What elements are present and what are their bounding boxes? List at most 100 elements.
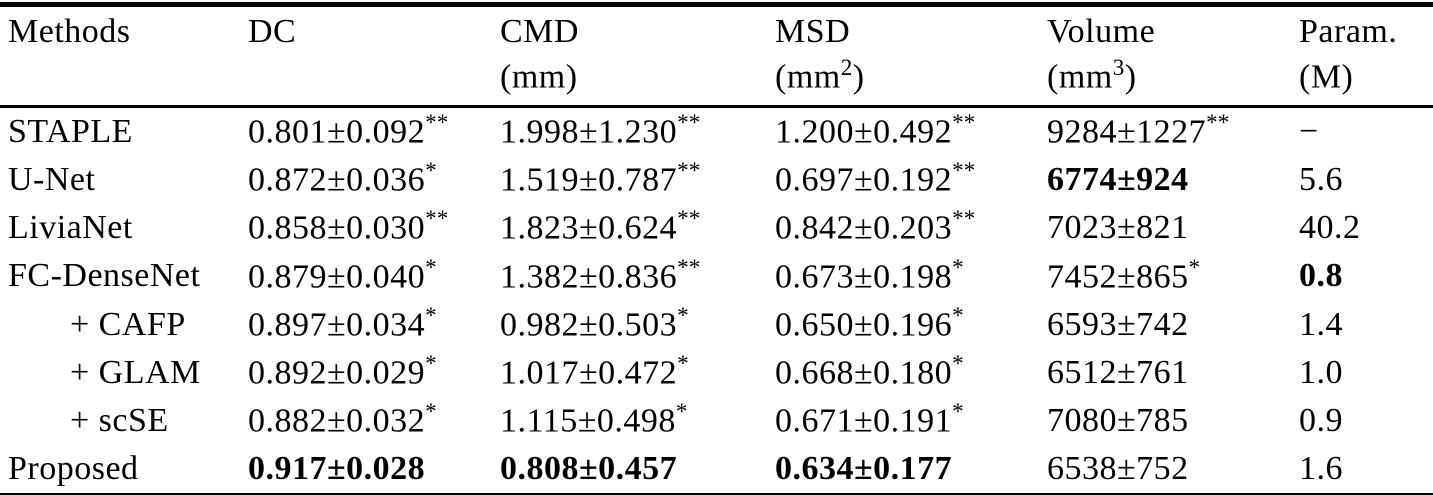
col-unit xyxy=(248,54,500,97)
metric-value: 40.2 xyxy=(1299,209,1361,247)
significance-marker: * xyxy=(425,302,437,329)
method-cell: + scSE xyxy=(70,402,169,440)
value-cell: 7080±785 xyxy=(1047,397,1299,445)
col-header-cmd: CMD (mm) xyxy=(500,5,775,107)
col-label: Param. xyxy=(1299,13,1398,50)
value-cell: 7023±821 xyxy=(1047,204,1299,252)
metric-value: 0.842±0.203 xyxy=(775,209,953,247)
value-cell: 0.808±0.457 xyxy=(500,446,775,495)
col-unit: (M) xyxy=(1299,58,1354,96)
method-cell: STAPLE xyxy=(8,112,133,150)
value-cell: 1.6 xyxy=(1299,446,1433,495)
significance-marker: * xyxy=(1188,254,1201,281)
metric-value: 1.998±1.230 xyxy=(500,113,678,151)
value-cell: 1.382±0.836** xyxy=(500,253,775,301)
col-unit xyxy=(8,54,248,97)
metric-value: 6593±742 xyxy=(1047,305,1189,343)
method-cell: Proposed xyxy=(8,449,139,487)
table-row: FC-DenseNet 0.879±0.040* 1.382±0.836** 0.67… xyxy=(0,253,1433,301)
col-label: MSD xyxy=(775,13,851,50)
col-label: Volume xyxy=(1047,13,1156,50)
value-cell: 0.8 xyxy=(1299,253,1433,301)
significance-marker: * xyxy=(677,302,689,329)
table-row: U-Net 0.872±0.036* 1.519±0.787** 0.697±0.19… xyxy=(0,156,1433,204)
value-cell: 6512±761 xyxy=(1047,349,1299,397)
method-cell: U-Net xyxy=(8,160,96,198)
metric-value: 0.8 xyxy=(1299,257,1343,295)
value-cell: 1.4 xyxy=(1299,301,1433,349)
value-cell: 9284±1227** xyxy=(1047,106,1299,156)
value-cell: 1.823±0.624** xyxy=(500,204,775,252)
significance-marker: ** xyxy=(952,158,976,185)
value-cell: 40.2 xyxy=(1299,204,1433,252)
metric-value: 0.982±0.503 xyxy=(500,306,678,344)
value-cell: 0.879±0.040* xyxy=(248,253,500,301)
metric-value: 0.9 xyxy=(1299,402,1343,440)
value-cell: 1.017±0.472* xyxy=(500,349,775,397)
significance-marker: ** xyxy=(952,206,976,233)
metric-value: 0.668±0.180 xyxy=(775,354,953,392)
col-label: DC xyxy=(248,13,297,50)
metric-value: 0.634±0.177 xyxy=(775,449,953,487)
col-header-dc: DC xyxy=(248,5,500,107)
metric-value: 1.115±0.498 xyxy=(500,402,676,440)
value-cell: 6774±924 xyxy=(1047,156,1299,204)
value-cell: 6593±742 xyxy=(1047,301,1299,349)
metric-value: 5.6 xyxy=(1299,160,1343,198)
header-row: Methods DC CMD (mm) MSD (mm2) Volume xyxy=(0,5,1433,107)
table-row: + scSE 0.882±0.032* 1.115±0.498* 0.671±0.19… xyxy=(0,397,1433,445)
significance-marker: ** xyxy=(425,206,449,233)
table-header: Methods DC CMD (mm) MSD (mm2) Volume xyxy=(0,5,1433,107)
significance-marker: * xyxy=(425,158,437,185)
value-cell: 1.519±0.787** xyxy=(500,156,775,204)
metric-value: 0.673±0.198 xyxy=(775,258,953,296)
method-cell: + CAFP xyxy=(70,305,186,343)
value-cell: 1.115±0.498* xyxy=(500,397,775,445)
value-cell: 7452±865* xyxy=(1047,253,1299,301)
metric-value: 0.882±0.032 xyxy=(248,402,426,440)
col-header-msd: MSD (mm2) xyxy=(775,5,1047,107)
significance-marker: ** xyxy=(425,109,449,136)
metric-value: 0.697±0.192 xyxy=(775,161,953,199)
metric-value: 9284±1227 xyxy=(1047,113,1207,151)
value-cell: 0.671±0.191* xyxy=(775,397,1047,445)
col-header-param: Param. (M) xyxy=(1299,5,1433,107)
value-cell: 0.882±0.032* xyxy=(248,397,500,445)
metric-value: 1.823±0.624 xyxy=(500,209,678,247)
metric-value: 1.382±0.836 xyxy=(500,258,678,296)
significance-marker: ** xyxy=(677,254,701,281)
significance-marker: * xyxy=(425,351,437,378)
value-cell: 1.0 xyxy=(1299,349,1433,397)
metric-value: − xyxy=(1299,112,1319,150)
value-cell: 0.9 xyxy=(1299,397,1433,445)
value-cell: 0.858±0.030** xyxy=(248,204,500,252)
value-cell: 0.668±0.180* xyxy=(775,349,1047,397)
metric-value: 1.0 xyxy=(1299,353,1343,391)
metric-value: 0.892±0.029 xyxy=(248,354,426,392)
method-cell: FC-DenseNet xyxy=(8,257,201,295)
table-row: + CAFP 0.897±0.034* 0.982±0.503* 0.650±0.19… xyxy=(0,301,1433,349)
value-cell: 0.650±0.196* xyxy=(775,301,1047,349)
significance-marker: ** xyxy=(677,158,701,185)
metric-value: 1.200±0.492 xyxy=(775,113,953,151)
table-row: LiviaNet 0.858±0.030** 1.823±0.624** 0.842±… xyxy=(0,204,1433,252)
metric-value: 0.858±0.030 xyxy=(248,209,426,247)
metric-value: 0.872±0.036 xyxy=(248,161,426,199)
value-cell: 0.917±0.028 xyxy=(248,446,500,495)
value-cell: 0.897±0.034* xyxy=(248,301,500,349)
metric-value: 0.808±0.457 xyxy=(500,449,678,487)
col-header-methods: Methods xyxy=(0,5,248,107)
value-cell: 6538±752 xyxy=(1047,446,1299,495)
value-cell: 0.872±0.036* xyxy=(248,156,500,204)
table-body: STAPLE 0.801±0.092** 1.998±1.230** 1.200±0.… xyxy=(0,106,1433,495)
significance-marker: * xyxy=(952,399,964,426)
col-label: Methods xyxy=(8,13,131,50)
value-cell: 0.842±0.203** xyxy=(775,204,1047,252)
significance-marker: ** xyxy=(952,109,976,136)
significance-marker: * xyxy=(425,254,437,281)
significance-marker: * xyxy=(952,302,964,329)
metric-value: 1.4 xyxy=(1299,305,1343,343)
metric-value: 7023±821 xyxy=(1047,209,1189,247)
metric-value: 0.801±0.092 xyxy=(248,113,426,151)
